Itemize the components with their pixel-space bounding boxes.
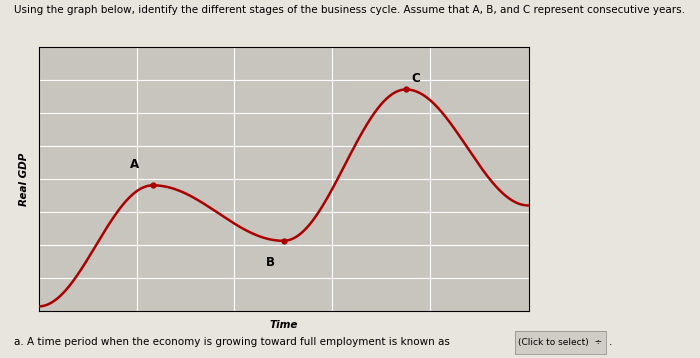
Text: B: B xyxy=(265,256,274,269)
Text: Using the graph below, identify the different stages of the business cycle. Assu: Using the graph below, identify the diff… xyxy=(14,5,685,15)
X-axis label: Time: Time xyxy=(270,320,298,330)
Text: C: C xyxy=(412,72,421,85)
Text: .: . xyxy=(609,337,612,347)
Y-axis label: Real GDP: Real GDP xyxy=(20,152,29,206)
Text: (Click to select)  ÷: (Click to select) ÷ xyxy=(518,338,602,347)
Text: a. A time period when the economy is growing toward full employment is known as: a. A time period when the economy is gro… xyxy=(14,337,450,347)
Text: A: A xyxy=(130,158,139,171)
